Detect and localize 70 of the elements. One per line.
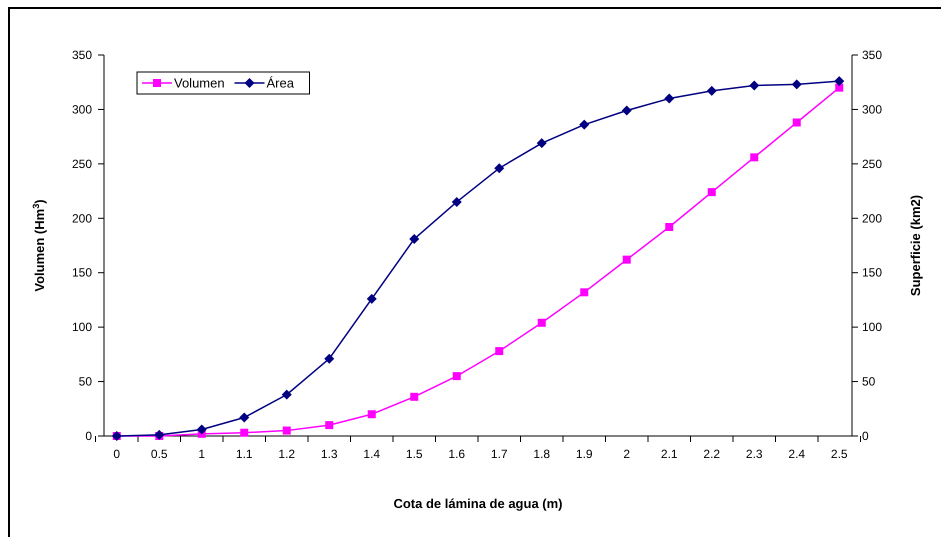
x-tick-label: 1.2 (278, 447, 296, 461)
y-tick-label: 250 (72, 156, 92, 171)
y2-tick-label: 100 (862, 320, 882, 334)
point (410, 392, 418, 401)
y2-tick-label: 0 (862, 429, 869, 443)
x-tick-label: 0 (113, 447, 120, 461)
x-axis-title: Cota de lámina de agua (m) (393, 496, 563, 511)
point (366, 294, 377, 304)
point (749, 80, 760, 90)
point (409, 234, 420, 244)
y2-tick-label: 50 (862, 374, 876, 389)
y2-tick-label: 300 (862, 102, 882, 116)
point (622, 256, 631, 264)
x-tick-label: 2.3 (746, 447, 763, 461)
point (708, 188, 716, 196)
point (580, 288, 588, 296)
x-tick-label: 1.8 (533, 447, 550, 461)
point (536, 138, 547, 148)
x-tick-label: 1 (198, 447, 206, 461)
point (325, 421, 334, 430)
x-tick-label: 1.4 (363, 447, 380, 461)
legend-label: Área (266, 76, 295, 90)
point (368, 410, 376, 418)
point (494, 163, 504, 174)
point (750, 153, 758, 162)
x-tick-label: 1.7 (490, 447, 508, 461)
x-tick-label: 0.5 (150, 447, 168, 461)
y-tick-label: 350 (72, 48, 92, 62)
point (792, 79, 802, 90)
x-tick-label: 2.1 (660, 447, 678, 461)
x-tick-label: 2.4 (788, 447, 806, 461)
point (452, 372, 461, 380)
point (665, 222, 674, 231)
point (622, 106, 632, 116)
y2-tick-label: 250 (862, 156, 882, 171)
point (792, 118, 801, 126)
y-tick-label: 150 (72, 266, 92, 280)
point (240, 428, 248, 437)
point (154, 430, 164, 440)
point (282, 426, 291, 435)
point (835, 84, 844, 92)
point (452, 196, 462, 207)
point (538, 318, 546, 327)
point (196, 424, 207, 434)
x-tick-label: 1.1 (236, 447, 253, 461)
x-tick-label: 1.5 (406, 447, 423, 461)
x-tick-label: 2.5 (830, 447, 848, 461)
y-tick-label: 50 (78, 374, 92, 389)
point (239, 412, 250, 422)
point (834, 76, 844, 86)
y2-tick-label: 200 (862, 211, 882, 226)
x-tick-label: 1.6 (448, 447, 466, 461)
point (282, 390, 292, 400)
point (706, 86, 717, 96)
y-tick-label: 200 (72, 211, 92, 226)
point (664, 94, 674, 104)
x-tick-label: 1.3 (320, 447, 338, 461)
legend-label: Volumen (174, 76, 225, 90)
y-tick-label: 0 (85, 429, 92, 443)
y2-axis-title: Superficie (km2) (908, 194, 923, 296)
point (579, 120, 590, 130)
point (324, 354, 334, 364)
x-tick-label: 2.2 (703, 447, 720, 461)
x-tick-label: 1.9 (576, 447, 593, 461)
y-tick-label: 300 (72, 102, 92, 116)
point (495, 347, 504, 356)
y2-tick-label: 350 (862, 48, 882, 62)
y2-tick-label: 150 (862, 266, 882, 280)
x-tick-label: 2 (623, 447, 630, 461)
y-tick-label: 100 (72, 320, 92, 334)
